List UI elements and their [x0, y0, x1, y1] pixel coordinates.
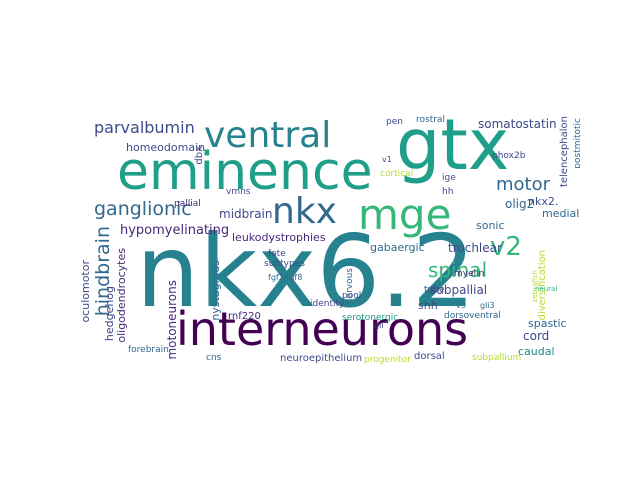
word-subpallial: subpallial — [430, 283, 488, 297]
word-postmitotic: postmitotic — [573, 118, 580, 169]
word-hh: hh — [442, 187, 454, 197]
word-v1: v1 — [382, 155, 392, 164]
word-spinal: spinal — [428, 258, 488, 282]
word-dorsoventral: dorsoventral — [444, 311, 501, 321]
word-dorsal: dorsal — [414, 351, 445, 362]
word-nystagmus: nystagmus — [209, 260, 222, 321]
word-medial: medial — [542, 207, 580, 220]
word-ganglionic: ganglionic — [94, 198, 192, 220]
word-shh: shh — [418, 299, 438, 312]
word-interneurons: interneurons — [176, 302, 469, 356]
word-subpallium: subpallium — [472, 353, 522, 363]
word-hypomyelinating: hypomyelinating — [120, 223, 230, 238]
word-fgf2-fgf8: fgf2/fgf8 — [268, 273, 303, 282]
word-motor: motor — [496, 174, 551, 195]
word-v3: v3 — [456, 301, 466, 310]
word-oculomotor: oculomotor — [80, 260, 92, 323]
word-eminence: eminence — [117, 142, 373, 202]
word-trochlear: trochlear — [448, 241, 502, 255]
word-rostral: rostral — [416, 115, 445, 125]
word-phox2b: phox2b — [492, 151, 526, 161]
word-nkx: nkx — [272, 191, 337, 232]
word-gabaergic: gabaergic — [370, 241, 425, 254]
word-tube: tube — [424, 285, 445, 295]
word-dbx: dbx — [194, 146, 205, 165]
word-spastic: spastic — [528, 317, 567, 330]
word-telencephalon: telencephalon — [559, 116, 570, 188]
word-leukodystrophies: leukodystrophies — [232, 231, 326, 244]
word-gli: gli — [374, 321, 384, 330]
word-pallial: pallial — [174, 199, 201, 209]
word-cloud: nkx6.2 gtx eminence interneurons ventral… — [80, 110, 580, 370]
word-pool: pool — [342, 291, 362, 301]
word-cortical: cortical — [380, 169, 414, 179]
word-fate: fate — [268, 249, 286, 259]
word-pen: pen — [386, 117, 403, 127]
word-nkx2: nkx2. — [528, 195, 559, 208]
word-hedgehog: hedgehog — [103, 286, 116, 342]
word-midbrain: midbrain — [219, 207, 273, 221]
word-myelin: myelin — [454, 269, 485, 279]
word-ventral: ventral — [204, 115, 332, 156]
word-nkx6-2: nkx6.2 — [136, 213, 476, 330]
word-somatostatin: somatostatin — [478, 117, 557, 131]
word-forebrain: forebrain — [128, 345, 169, 355]
word-identity: identity — [310, 299, 345, 309]
word-ige: ige — [442, 173, 456, 183]
word-mge: mge — [358, 190, 452, 239]
word-gli3: gli3 — [480, 301, 495, 310]
word-cns: cns — [206, 353, 222, 363]
word-vmns: vmns — [226, 187, 251, 197]
word-oligodendrocytes: oligodendrocytes — [115, 248, 128, 343]
word-rnf220: rnf220 — [228, 311, 261, 322]
word-gtx: gtx — [396, 110, 510, 186]
word-serotonergic: serotonergic — [342, 313, 399, 323]
word-sonic: sonic — [476, 219, 505, 232]
word-v2: v2 — [490, 232, 522, 262]
word-subtypes: subtypes — [264, 259, 305, 269]
word-homeodomain: homeodomain — [126, 141, 206, 154]
word-caudal: caudal — [518, 345, 555, 358]
word-cord: cord — [523, 329, 550, 343]
word-neural: neural — [535, 285, 558, 293]
word-parvalbumin: parvalbumin — [94, 118, 195, 137]
word-neuroepithelium: neuroepithelium — [280, 353, 363, 364]
word-olig2: olig2 — [505, 197, 535, 211]
word-progenitor: progenitor — [364, 355, 411, 365]
